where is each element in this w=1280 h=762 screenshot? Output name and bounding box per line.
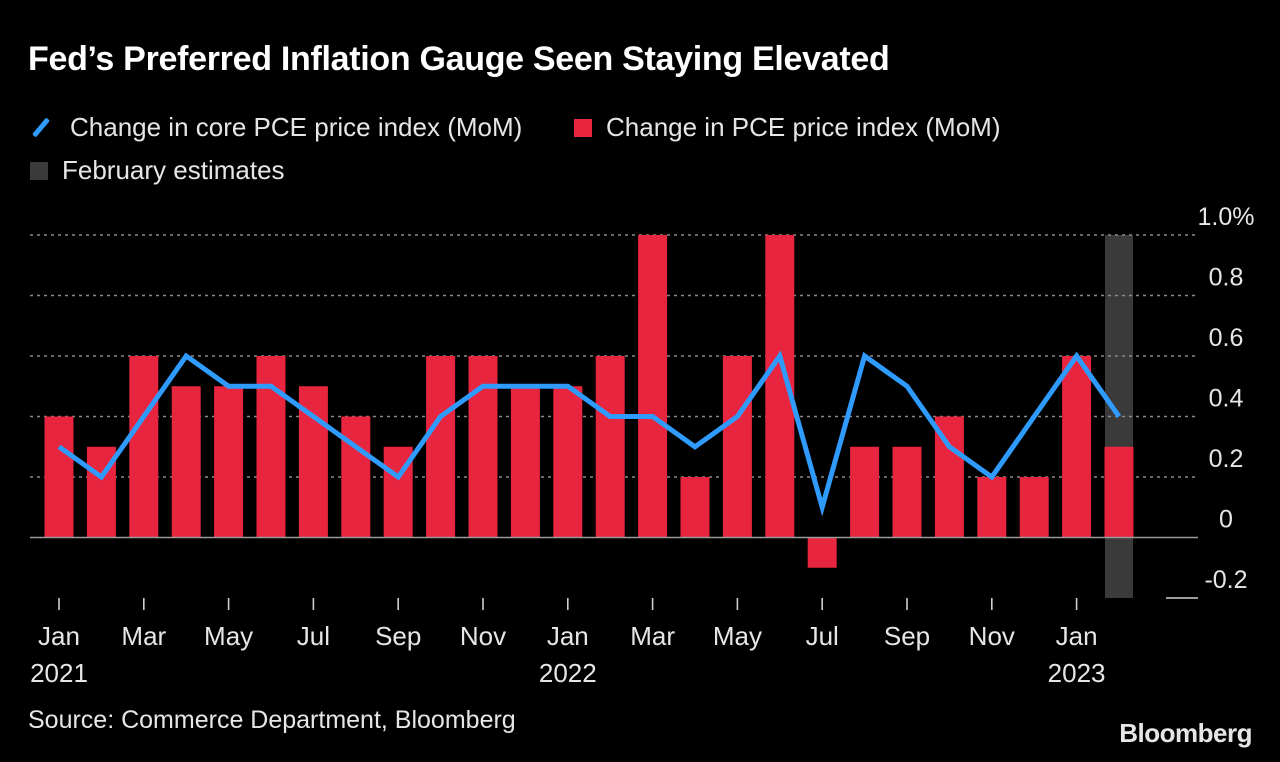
legend-estimates: February estimates bbox=[30, 155, 285, 186]
bar-pce bbox=[214, 386, 244, 538]
estimate-swatch-icon bbox=[30, 161, 48, 180]
x-tick-label: May bbox=[204, 621, 253, 651]
x-tick-label: Mar bbox=[121, 621, 166, 651]
legend-core-pce-label: Change in core PCE price index (MoM) bbox=[70, 112, 523, 142]
bar-swatch-icon bbox=[574, 118, 592, 137]
x-tick-label: Jul bbox=[806, 621, 839, 651]
x-tick-year-label: 2022 bbox=[539, 658, 597, 688]
x-tick-label: Nov bbox=[460, 621, 506, 651]
bar-pce bbox=[1019, 477, 1049, 538]
x-tick-label: Sep bbox=[375, 621, 421, 651]
series-line-core-pce bbox=[57, 350, 1122, 517]
bar-pce bbox=[977, 477, 1007, 538]
bar-pce bbox=[1104, 446, 1134, 538]
bar-pce bbox=[1062, 356, 1092, 538]
bar-pce bbox=[553, 386, 583, 538]
legend-core-pce: Change in core PCE price index (MoM) bbox=[30, 112, 522, 143]
x-tick-label: May bbox=[713, 621, 762, 651]
legend-pce-label: Change in PCE price index (MoM) bbox=[606, 112, 1001, 142]
bar-pce bbox=[171, 386, 201, 538]
y-tick-label: 0.8 bbox=[1209, 264, 1244, 292]
y-tick-label: 0.2 bbox=[1209, 445, 1244, 473]
bar-pce bbox=[468, 356, 498, 538]
y-tick-label: -0.2 bbox=[1204, 566, 1247, 594]
x-tick-label: Mar bbox=[630, 621, 675, 651]
bar-pce bbox=[44, 416, 74, 538]
bar-pce bbox=[638, 235, 668, 538]
bloomberg-logo: Bloomberg bbox=[1119, 718, 1252, 748]
bar-pce bbox=[510, 386, 540, 538]
bar-pce bbox=[680, 477, 710, 538]
bar-pce bbox=[892, 446, 922, 538]
x-tick-label: Jan bbox=[547, 621, 589, 651]
bar-pce bbox=[595, 356, 625, 538]
x-tick-label: Jan bbox=[38, 621, 80, 651]
x-tick-label: Jul bbox=[297, 621, 330, 651]
x-tick-year-label: 2023 bbox=[1048, 658, 1106, 688]
y-tick-label: 0 bbox=[1219, 506, 1233, 534]
chart-title: Fed’s Preferred Inflation Gauge Seen Sta… bbox=[28, 40, 890, 78]
bar-pce bbox=[256, 356, 286, 538]
x-tick-label: Nov bbox=[969, 621, 1015, 651]
x-tick-label: Sep bbox=[884, 621, 930, 651]
bar-pce bbox=[426, 356, 456, 538]
source-note: Source: Commerce Department, Bloomberg bbox=[28, 706, 516, 734]
bar-pce bbox=[722, 356, 752, 538]
legend-estimates-label: February estimates bbox=[62, 155, 285, 185]
y-tick-label: 0.4 bbox=[1209, 385, 1244, 413]
bar-pce bbox=[341, 416, 371, 538]
bar-pce bbox=[129, 356, 159, 538]
y-tick-label: 0.6 bbox=[1209, 324, 1244, 352]
y-tick-label: 1.0% bbox=[1198, 203, 1255, 231]
x-tick-year-label: 2021 bbox=[30, 658, 88, 688]
bar-pce bbox=[807, 537, 837, 568]
bar-pce bbox=[850, 446, 880, 538]
x-tick-label: Jan bbox=[1056, 621, 1098, 651]
legend-pce: Change in PCE price index (MoM) bbox=[574, 112, 1001, 143]
